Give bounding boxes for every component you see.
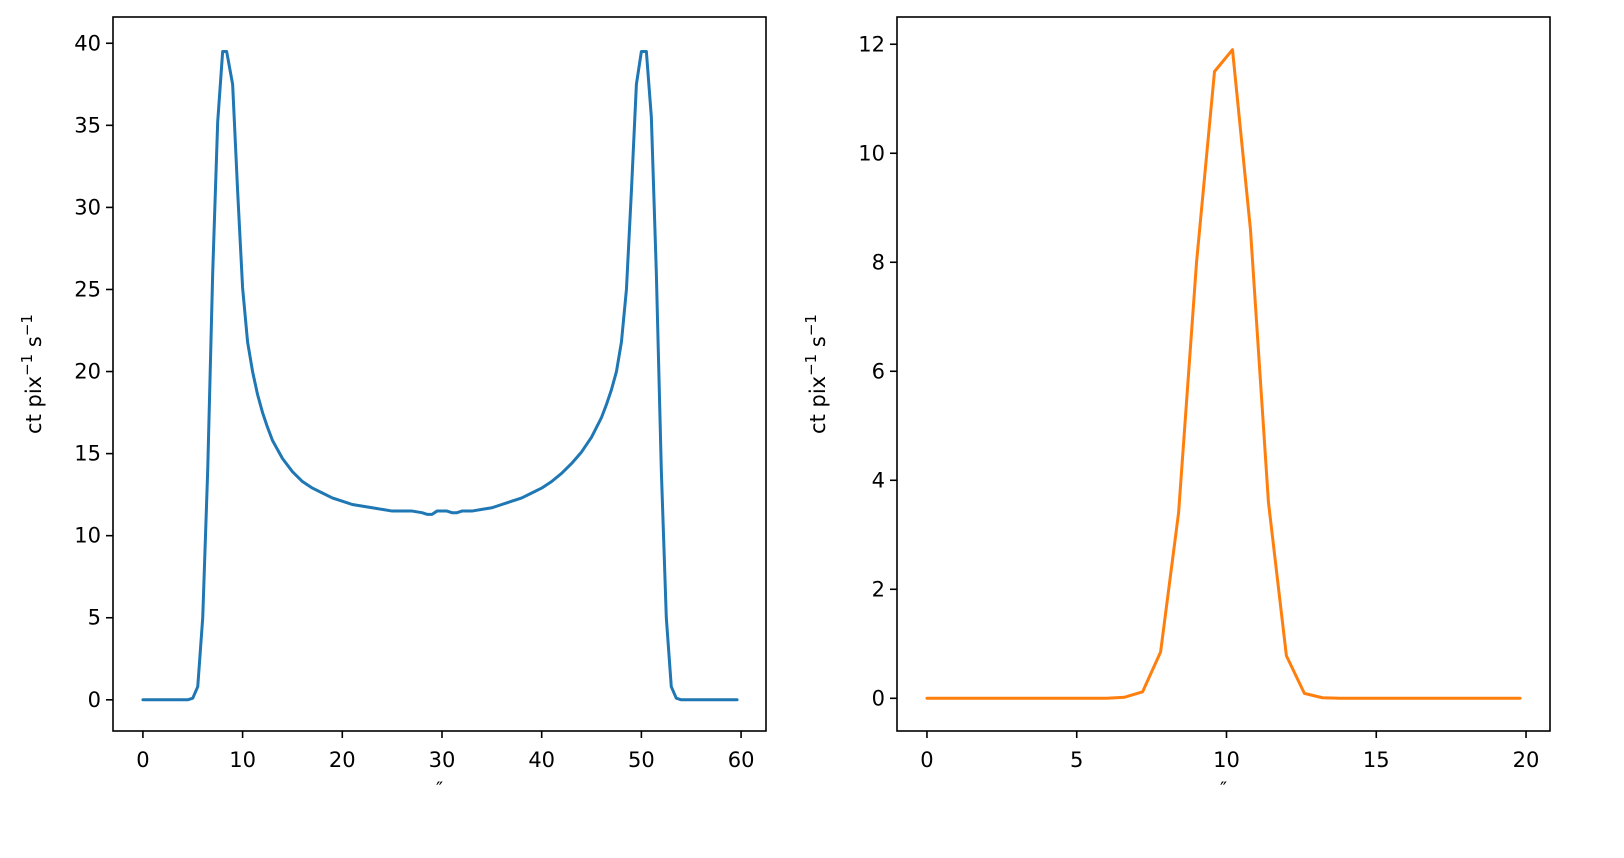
left-x-axis-label: ″: [436, 778, 443, 800]
left-y-tick-label: 40: [74, 31, 101, 55]
right-x-tick-label: 20: [1513, 748, 1540, 772]
left-y-axis-label-group: ct pix−1 s−1: [18, 314, 46, 434]
right-y-tick-label: 12: [858, 32, 885, 56]
right-y-tick-label: 2: [872, 577, 885, 601]
right-y-axis-label-group: ct pix−1 s−1: [802, 314, 830, 434]
right-axes-frame: [896, 16, 1551, 732]
left-y-tick-label: 0: [88, 688, 101, 712]
left-axes-frame: [112, 16, 767, 732]
left-x-tick-label: 40: [528, 748, 555, 772]
left-x-tick-label: 50: [628, 748, 655, 772]
left-x-tick-label: 20: [329, 748, 356, 772]
right-y-tick-label: 4: [872, 468, 885, 492]
right-x-tick-label: 5: [1070, 748, 1083, 772]
left-series-line-0: [141, 49, 739, 702]
right-y-tick-label: 0: [872, 686, 885, 710]
right-x-tick-label: 0: [920, 748, 933, 772]
left-plot-area: 0 10 20 30 40 50 60 0 5 10 15 20 25 30 35 40: [74, 16, 767, 772]
right-x-tick-label: 15: [1363, 748, 1390, 772]
right-line-chart: 0 5 10 15 20 0 2 4 6 8 10 12 ct pix−1 s−1 ″: [802, 16, 1551, 800]
left-y-tick-label: 10: [74, 524, 101, 548]
left-x-tick-label: 30: [429, 748, 456, 772]
right-y-tick-label: 10: [858, 141, 885, 165]
right-y-tick-label: 8: [872, 250, 885, 274]
left-y-tick-label: 5: [88, 606, 101, 630]
left-y-tick-label: 25: [74, 277, 101, 301]
left-y-tick-label: 35: [74, 113, 101, 137]
left-y-tick-label: 20: [74, 360, 101, 384]
left-x-tick-label: 0: [136, 748, 149, 772]
left-y-tick-label: 15: [74, 442, 101, 466]
left-x-tick-label: 10: [229, 748, 256, 772]
right-x-tick-label: 10: [1213, 748, 1240, 772]
left-line-chart: 0 10 20 30 40 50 60 0 5 10 15 20 25 30 35 40 ct pix−1 s…: [18, 16, 767, 800]
right-series-line-0: [925, 48, 1522, 700]
left-y-tick-label: 30: [74, 195, 101, 219]
right-y-tick-label: 6: [872, 359, 885, 383]
right-x-axis-label: ″: [1220, 778, 1227, 800]
right-plot-area: 0 5 10 15 20 0 2 4 6 8 10 12: [858, 16, 1551, 772]
right-y-axis-label: ct pix−1 s−1: [802, 314, 830, 434]
left-y-axis-label: ct pix−1 s−1: [18, 314, 46, 434]
left-x-tick-label: 60: [728, 748, 755, 772]
